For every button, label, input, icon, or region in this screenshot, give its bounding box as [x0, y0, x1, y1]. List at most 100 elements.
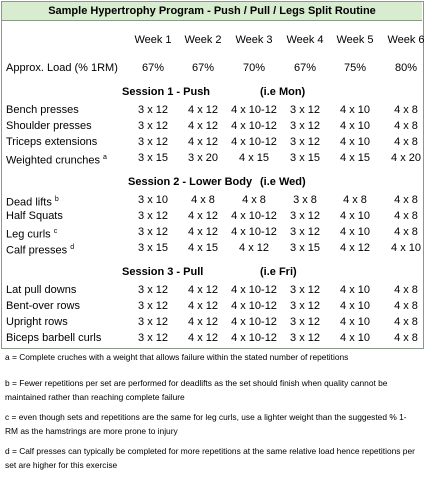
cell: 4 x 20 — [391, 152, 421, 164]
exercise-name: Lat pull downs — [6, 283, 76, 297]
cell: 4 x 10-12 — [231, 120, 277, 132]
exercise-name: Leg curls c — [6, 225, 57, 242]
cell: 4 x 12 — [188, 300, 218, 312]
cell: 4 x 12 — [188, 316, 218, 328]
cell: 3 x 12 — [138, 332, 168, 344]
exercise-name: Half Squats — [6, 209, 63, 223]
exercise-text: Leg curls — [6, 228, 51, 241]
cell: 4 x 10 — [340, 332, 370, 344]
cell: 3 x 12 — [138, 316, 168, 328]
cell: 4 x 10 — [391, 242, 421, 254]
cell: 4 x 12 — [188, 210, 218, 222]
cell: 4 x 8 — [394, 194, 418, 206]
cell: 3 x 10 — [138, 194, 168, 206]
exercise-text: Calf presses — [6, 244, 68, 257]
footnote: c = even though sets and repetitions are… — [5, 412, 407, 436]
cell: 4 x 8 — [394, 210, 418, 222]
footnote-marker: a — [103, 154, 107, 161]
cell: 4 x 8 — [394, 284, 418, 296]
cell: 4 x 10 — [340, 136, 370, 148]
table-title: Sample Hypertrophy Program - Push / Pull… — [2, 2, 422, 21]
cell: 3 x 20 — [188, 152, 218, 164]
exercise-text: Half Squats — [6, 210, 63, 222]
cell: 4 x 15 — [340, 152, 370, 164]
cell: 3 x 12 — [290, 316, 320, 328]
exercise-text: Bent-over rows — [6, 300, 80, 312]
cell: 4 x 15 — [239, 152, 269, 164]
cell: 4 x 10-12 — [231, 136, 277, 148]
cell: 3 x 15 — [138, 242, 168, 254]
load-label: Approx. Load (% 1RM) — [6, 62, 118, 74]
cell: 4 x 12 — [188, 104, 218, 116]
exercise-text: Triceps extensions — [6, 136, 98, 148]
cell: 4 x 8 — [394, 136, 418, 148]
cell: 3 x 12 — [138, 226, 168, 238]
session-day: (i.e Wed) — [260, 176, 306, 188]
cell: 4 x 12 — [239, 242, 269, 254]
load-value: 67% — [141, 62, 165, 74]
exercise-name: Triceps extensions — [6, 135, 97, 149]
load-value: 80% — [394, 62, 418, 74]
exercise-text: Lat pull downs — [6, 284, 77, 296]
cell: 3 x 12 — [138, 284, 168, 296]
session-title: Session 2 - Lower Body — [128, 176, 253, 188]
cell: 3 x 12 — [138, 120, 168, 132]
week-header: Week 1 — [134, 34, 172, 46]
exercise-text: Bench presses — [6, 104, 79, 116]
cell: 3 x 12 — [290, 120, 320, 132]
exercise-name: Calf presses d — [6, 241, 74, 258]
cell: 3 x 12 — [290, 284, 320, 296]
load-value: 67% — [191, 62, 215, 74]
session-title: Session 3 - Pull — [122, 266, 204, 278]
cell: 4 x 8 — [394, 332, 418, 344]
exercise-text: Dead lifts — [6, 196, 52, 209]
exercise-text: Shoulder presses — [6, 120, 92, 132]
cell: 4 x 12 — [188, 332, 218, 344]
cell: 4 x 10 — [340, 316, 370, 328]
cell: 3 x 12 — [290, 136, 320, 148]
cell: 4 x 10 — [340, 300, 370, 312]
session-title: Session 1 - Push — [122, 86, 211, 98]
cell: 3 x 12 — [290, 104, 320, 116]
exercise-name: Weighted crunches a — [6, 151, 107, 168]
footnote-marker: b — [54, 196, 59, 203]
cell: 4 x 8 — [394, 316, 418, 328]
cell: 3 x 12 — [290, 210, 320, 222]
exercise-name: Shoulder presses — [6, 119, 92, 133]
week-header: Week 4 — [286, 34, 324, 46]
cell: 4 x 8 — [343, 194, 367, 206]
cell: 4 x 8 — [242, 194, 266, 206]
exercise-name: Dead lifts b — [6, 193, 59, 210]
exercise-name: Bench presses — [6, 103, 79, 117]
cell: 4 x 10 — [340, 120, 370, 132]
cell: 3 x 15 — [290, 152, 320, 164]
cell: 3 x 12 — [290, 300, 320, 312]
week-header: Week 6 — [387, 34, 425, 46]
footnote-marker: c — [53, 228, 58, 235]
footnote-marker: d — [70, 244, 75, 251]
cell: 3 x 12 — [138, 210, 168, 222]
cell: 4 x 8 — [394, 300, 418, 312]
cell: 4 x 8 — [394, 120, 418, 132]
cell: 3 x 12 — [138, 104, 168, 116]
cell: 3 x 8 — [293, 194, 317, 206]
cell: 4 x 10-12 — [231, 316, 277, 328]
session-day: (i.e Mon) — [260, 86, 306, 98]
load-value: 67% — [293, 62, 317, 74]
footnote: a = Complete cruches with a weight that … — [5, 352, 349, 362]
cell: 4 x 8 — [394, 104, 418, 116]
cell: 3 x 15 — [290, 242, 320, 254]
cell: 4 x 10 — [340, 210, 370, 222]
cell: 4 x 10 — [340, 284, 370, 296]
cell: 4 x 8 — [394, 226, 418, 238]
session-day: (i.e Fri) — [260, 266, 297, 278]
cell: 4 x 12 — [188, 136, 218, 148]
cell: 4 x 15 — [188, 242, 218, 254]
cell: 4 x 12 — [188, 120, 218, 132]
footnote: d = Calf presses can typically be comple… — [5, 446, 415, 470]
week-header: Week 2 — [184, 34, 222, 46]
exercise-text: Weighted crunches — [6, 154, 100, 167]
exercise-text: Biceps barbell curls — [6, 332, 102, 344]
load-value: 75% — [343, 62, 367, 74]
exercise-name: Upright rows — [6, 315, 68, 329]
